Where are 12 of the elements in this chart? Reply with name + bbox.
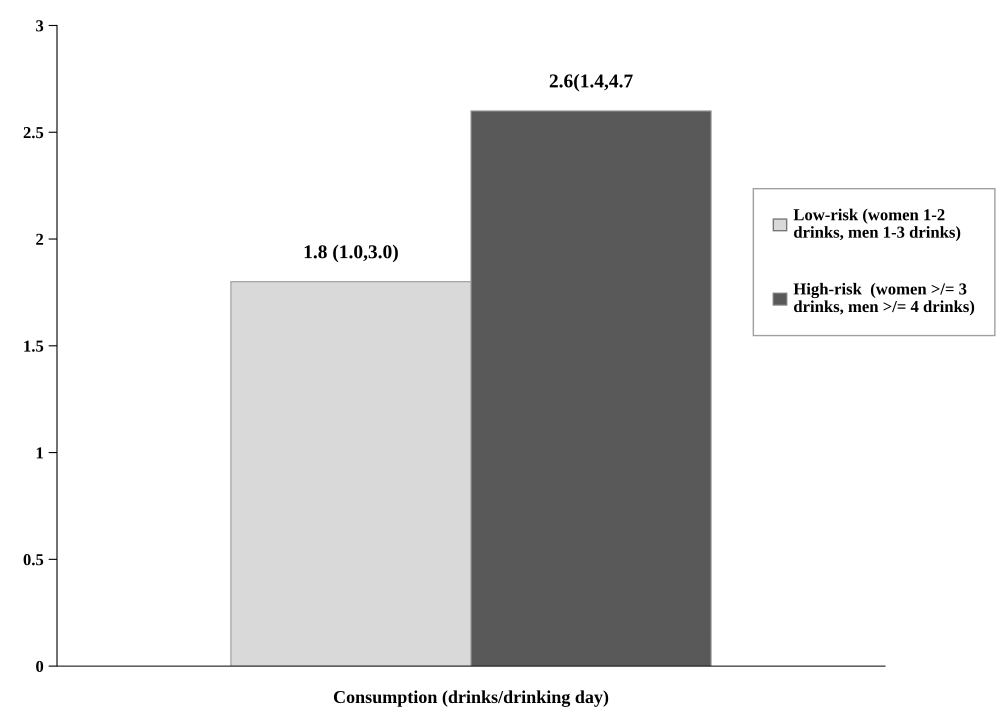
x-axis-title: Consumption (drinks/drinking day) (334, 690, 608, 707)
y-tick-label: 0.5 (24, 554, 44, 566)
legend-label: High-risk (women >/= 3 drinks, men >/= 4 drinks) (794, 282, 974, 316)
data-label: 1.8 (1.0,3.0) (304, 244, 398, 262)
y-tick-label: 0 (36, 660, 44, 672)
data-label: 2.6(1.4,4.7 (550, 74, 633, 92)
y-tick-label: 1.5 (24, 340, 44, 352)
y-tick-label: 2.5 (24, 127, 44, 138)
y-tick-label: 1 (36, 447, 43, 458)
y-tick-label: 2 (36, 234, 44, 245)
legend-label: Low-risk (women 1-2 drinks, men 1-3 drinks) (794, 208, 960, 242)
y-tick-label: 3 (36, 20, 44, 32)
